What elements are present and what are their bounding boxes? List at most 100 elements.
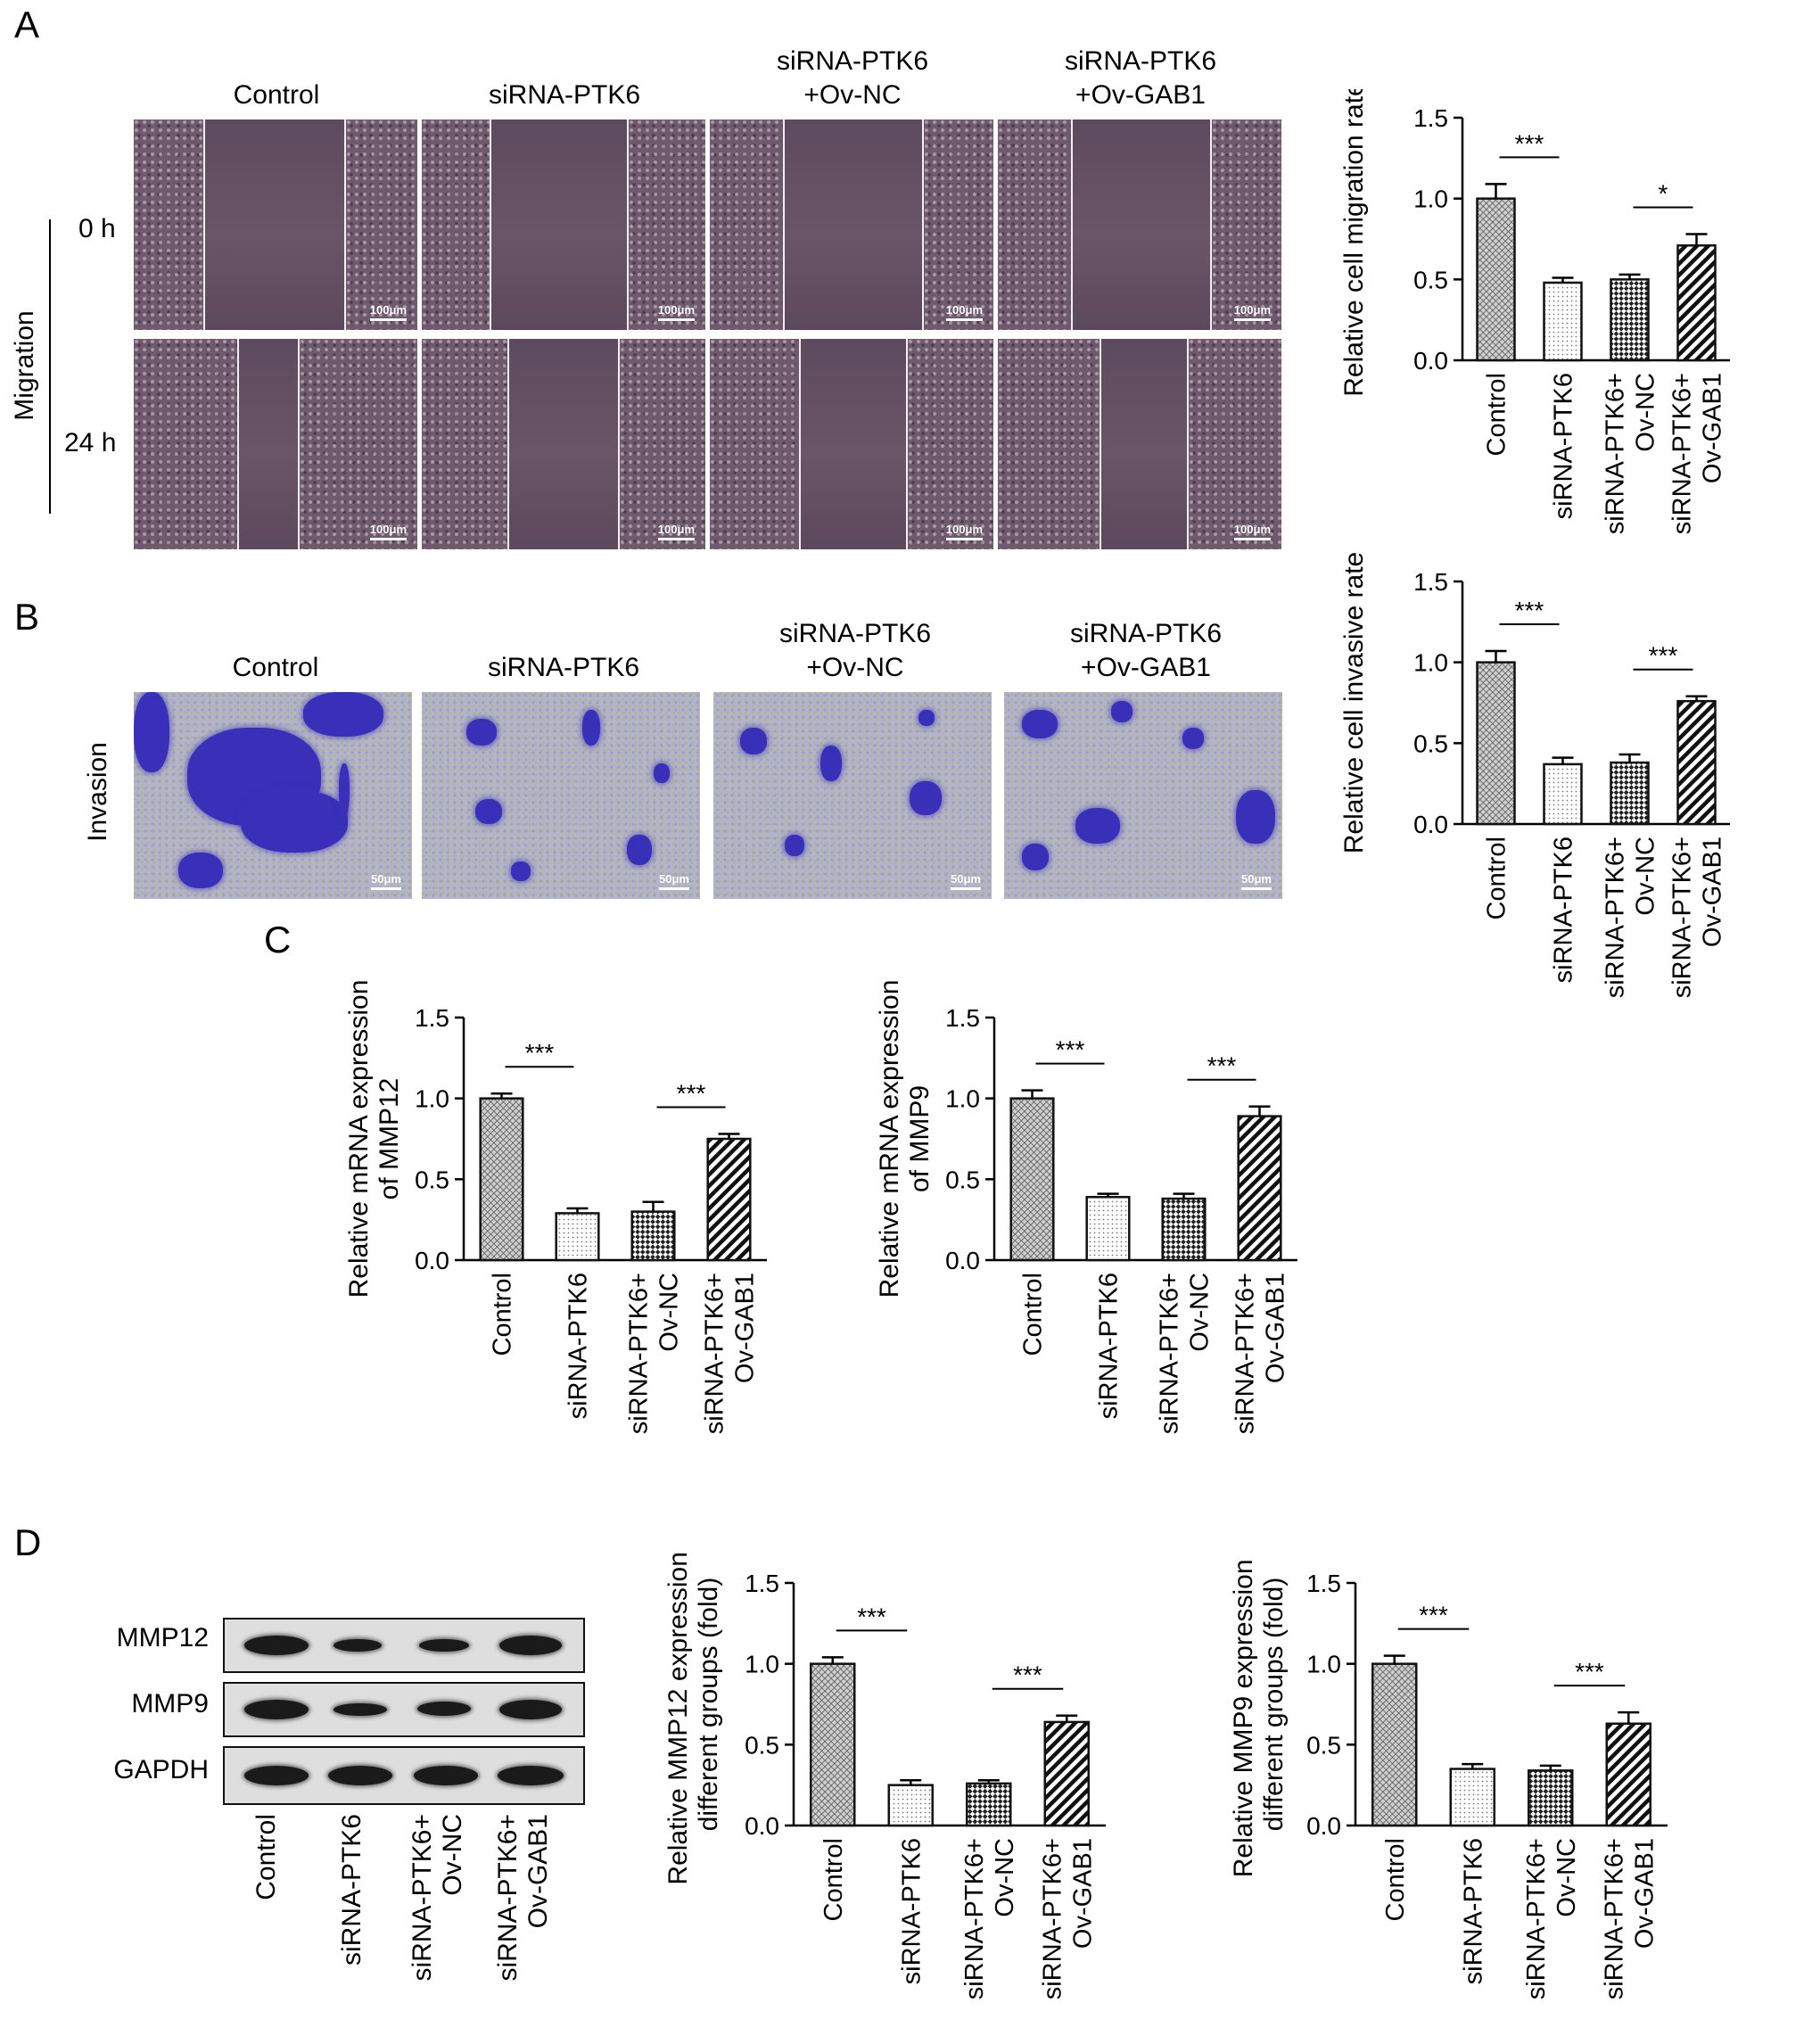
scale-bar: 100μm — [369, 523, 407, 540]
significance-label: *** — [1419, 1602, 1448, 1629]
x-tick-label: Control — [1381, 1838, 1410, 1922]
x-tick-label: siRNA-PTK6+Ov-NC — [1522, 1838, 1581, 1999]
header-line: +Ov-GAB1 — [1075, 80, 1206, 110]
chart-protein-mmp9: 0.0 0.5 1.0 1.5 Relative MMP9 expression ind… — [1229, 1552, 1668, 1999]
header-line: +Ov-NC — [806, 653, 904, 682]
significance-label: *** — [1515, 129, 1544, 157]
bar — [706, 1137, 752, 1262]
bar — [1476, 661, 1516, 826]
blot-lane-label: siRNA-PTK6 — [337, 1814, 367, 1966]
y-tick-label: 1.5 — [945, 1004, 980, 1032]
chart-migration-rate: 0.0 0.5 1.0 1.5 Relative cell migration rate… — [1339, 89, 1730, 534]
header-line: siRNA-PTK6 — [487, 653, 640, 682]
x-tick-label: siRNA-PTK6+Ov-NC — [1156, 1273, 1215, 1434]
blot-lane-label: siRNA-PTK6+Ov-NC — [408, 1814, 467, 1982]
blot-band — [498, 1766, 564, 1785]
x-tick-label: siRNA-PTK6 — [1095, 1273, 1124, 1419]
x-tick-label: siRNA-PTK6+Ov-GAB1 — [1668, 373, 1727, 534]
scale-bar: 100μm — [369, 303, 407, 321]
x-tick-label: siRNA-PTK6+Ov-GAB1 — [1038, 1838, 1097, 1999]
micrograph-ov-gab1-24h: 100μm — [998, 339, 1281, 549]
significance-label: * — [1659, 180, 1668, 208]
significance-label: *** — [1515, 597, 1544, 624]
invasion-micrograph-ov-nc: 50μm — [713, 692, 992, 899]
x-tick-label: siRNA-PTK6+Ov-NC — [1602, 837, 1660, 998]
invasion-header-sirna: siRNA-PTK6 — [422, 651, 705, 685]
y-tick-label: 1.5 — [1413, 568, 1448, 596]
blot-lane-label: siRNA-PTK6+Ov-GAB1 — [493, 1814, 553, 1982]
x-tick-label: siRNA-PTK6+Ov-GAB1 — [701, 1273, 760, 1434]
y-axis-label: Relative cell migration rate — [1339, 89, 1369, 397]
header-line: Control — [232, 653, 319, 682]
panel-letter-c: C — [264, 919, 292, 960]
blot-label-gapdh: GAPDH — [113, 1755, 209, 1784]
panel-letter-b: B — [14, 596, 40, 638]
scale-bar: 100μm — [945, 523, 983, 540]
header-line: siRNA-PTK6 — [778, 619, 932, 648]
x-tick-label: siRNA-PTK6+Ov-GAB1 — [1231, 1273, 1290, 1434]
bar — [1371, 1662, 1418, 1827]
blot-band — [244, 1700, 309, 1719]
blot-row-mmp12 — [223, 1618, 585, 1673]
scale-bar: 50μm — [951, 872, 981, 890]
row-label-24h: 24 h — [64, 428, 117, 457]
invasion-micrograph-ov-gab1: 50μm — [1004, 692, 1282, 899]
scale-bar: 50μm — [371, 872, 401, 890]
blot-band — [244, 1766, 309, 1785]
header-line: +Ov-GAB1 — [1081, 653, 1211, 682]
x-tick-label: Control — [1483, 373, 1511, 457]
invasion-side-label: Invasion — [83, 742, 112, 842]
y-tick-label: 1.5 — [1413, 104, 1448, 132]
scale-bar: 50μm — [1241, 872, 1272, 890]
blot-band — [499, 1636, 562, 1655]
bar — [1676, 244, 1717, 362]
y-tick-label: 1.0 — [745, 1651, 779, 1678]
blot-label-mmp9: MMP9 — [131, 1689, 209, 1718]
y-tick-label: 0.0 — [1413, 347, 1448, 375]
y-tick-label: 0.5 — [1306, 1731, 1341, 1759]
x-tick-label: siRNA-PTK6+Ov-GAB1 — [1668, 837, 1727, 998]
bar — [1043, 1720, 1090, 1827]
y-tick-label: 0.5 — [1413, 729, 1448, 757]
blot-band — [414, 1766, 478, 1785]
bar — [1449, 1768, 1495, 1827]
y-tick-label: 1.0 — [1413, 649, 1448, 677]
bar — [887, 1784, 934, 1827]
x-tick-label: Control — [489, 1273, 517, 1356]
blot-band — [328, 1766, 392, 1785]
micrograph-sirna-24h: 100μm — [422, 339, 705, 549]
header-line: siRNA-PTK6 — [1064, 46, 1217, 76]
y-tick-label: 1.0 — [1306, 1651, 1341, 1678]
y-tick-label: 1.5 — [1306, 1570, 1341, 1597]
x-tick-label: Control — [1019, 1273, 1048, 1356]
x-tick-label: siRNA-PTK6 — [1550, 837, 1578, 983]
micrograph-ov-nc-24h: 100μm — [710, 339, 993, 549]
micrograph-control-0h: 100μm — [134, 120, 417, 330]
y-tick-label: 0.5 — [415, 1166, 449, 1193]
panel-letter-a: A — [14, 4, 40, 45]
chart-mrna-mmp9: 0.0 0.5 1.0 1.5 Relative mRNA expressionof M… — [875, 980, 1297, 1434]
y-tick-label: 1.0 — [945, 1085, 980, 1113]
y-axis-label: Relative cell invasive rate — [1339, 553, 1369, 853]
x-tick-label: siRNA-PTK6+Ov-NC — [960, 1838, 1019, 1999]
chart-protein-mmp12: 0.0 0.5 1.0 1.5 Relative MMP12 expression in… — [663, 1552, 1106, 1999]
y-tick-label: 1.5 — [415, 1004, 449, 1032]
scale-bar: 100μm — [945, 303, 983, 321]
scale-bar: 100μm — [1233, 303, 1271, 321]
bar — [810, 1662, 856, 1827]
header-line: siRNA-PTK6 — [1069, 619, 1223, 648]
micrograph-sirna-0h: 100μm — [422, 120, 705, 330]
chart-invasive-rate: 0.0 0.5 1.0 1.5 Relative cell invasive rate C… — [1339, 553, 1730, 998]
x-tick-label: siRNA-PTK6 — [897, 1838, 926, 1984]
scale-bar: 100μm — [657, 523, 695, 540]
blot-row-mmp9 — [223, 1682, 585, 1737]
x-tick-label: Control — [820, 1838, 848, 1922]
x-tick-label: siRNA-PTK6 — [1459, 1838, 1487, 1984]
y-tick-label: 0.0 — [745, 1812, 779, 1840]
significance-label: *** — [1575, 1658, 1604, 1685]
invasion-header-control: Control — [134, 651, 417, 685]
y-tick-label: 0.0 — [1413, 811, 1448, 838]
bar — [1161, 1197, 1207, 1262]
blot-band — [499, 1700, 562, 1719]
invasion-header-ov-nc: siRNA-PTK6 +Ov-NC — [713, 617, 997, 685]
